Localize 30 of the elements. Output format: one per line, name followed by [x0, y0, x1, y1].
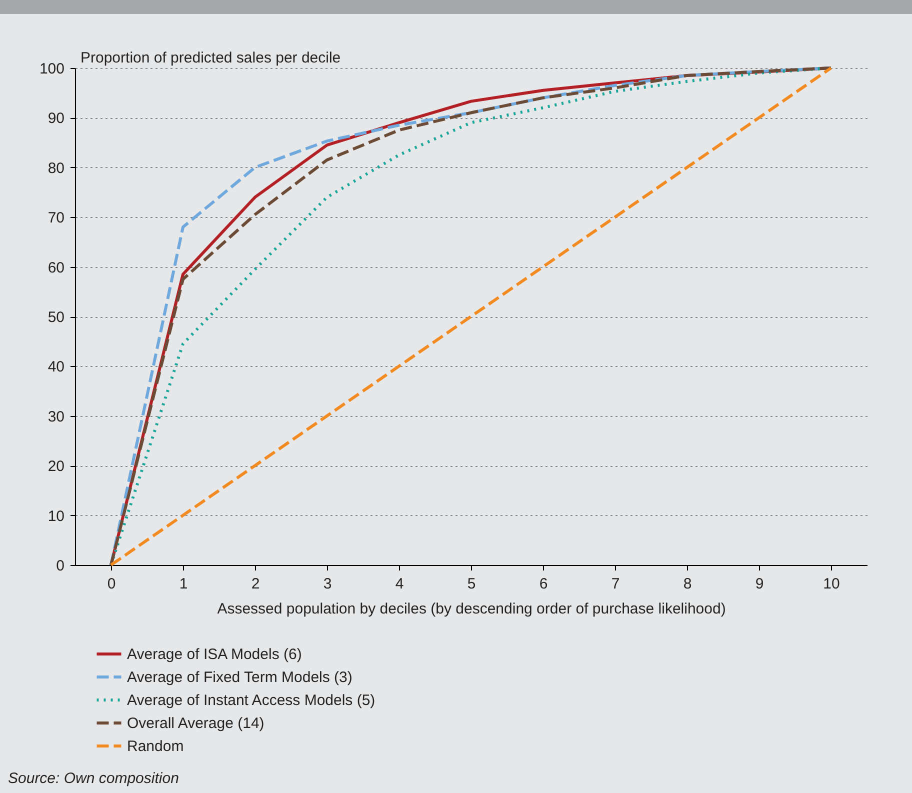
legend-label: Overall Average (14): [127, 715, 264, 732]
x-axis-title: Assessed population by deciles (by descending order of purchase likelihood): [217, 600, 726, 618]
y-tick-label: 80: [48, 160, 64, 177]
source-note: Source: Own composition: [8, 770, 179, 787]
y-tick-label: 60: [48, 259, 64, 276]
x-tick-label: 7: [611, 576, 620, 592]
x-tick-label: 0: [107, 576, 116, 592]
y-tick-label: 40: [48, 358, 64, 376]
y-tick-label: 100: [39, 60, 64, 78]
y-tick-label: 10: [48, 508, 64, 525]
legend-label: Random: [127, 738, 184, 755]
y-tick-label: 0: [56, 558, 64, 574]
legend-label: Average of ISA Models (6): [127, 646, 302, 663]
y-tick-label: 20: [48, 458, 64, 476]
y-axis-title: Proportion of predicted sales per decile: [80, 50, 341, 66]
legend-label: Average of Fixed Term Models (3): [127, 669, 352, 686]
x-tick-label: 8: [683, 576, 692, 592]
y-tick-label: 30: [48, 408, 64, 426]
y-tick-label: 90: [48, 110, 64, 128]
x-tick-label: 6: [539, 576, 548, 592]
x-tick-label: 5: [467, 576, 476, 592]
x-tick-label: 4: [395, 576, 404, 592]
x-tick-label: 9: [755, 576, 764, 592]
y-tick-label: 50: [48, 309, 64, 326]
x-tick-label: 10: [823, 576, 840, 592]
y-tick-label: 70: [48, 210, 64, 227]
x-tick-label: 1: [179, 576, 188, 592]
x-tick-label: 2: [251, 576, 260, 592]
x-tick-label: 3: [323, 576, 332, 592]
legend-label: Average of Instant Access Models (5): [127, 692, 376, 709]
